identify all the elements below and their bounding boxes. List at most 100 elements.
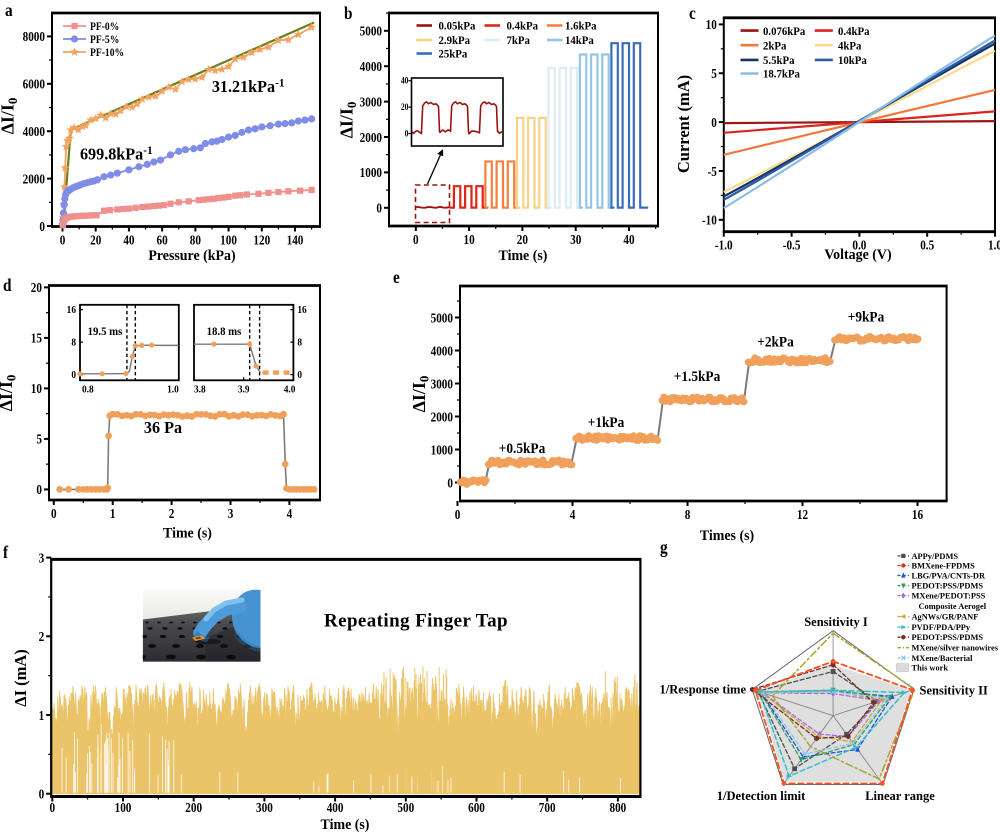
svg-text:3: 3 (39, 550, 45, 565)
svg-text:1.0: 1.0 (988, 238, 1000, 253)
svg-text:2000: 2000 (23, 171, 45, 186)
svg-text:20: 20 (401, 103, 409, 113)
svg-text:10: 10 (31, 381, 42, 396)
svg-text:2kPa: 2kPa (763, 40, 787, 53)
svg-text:Pressure (kPa): Pressure (kPa) (148, 248, 236, 265)
svg-text:120: 120 (253, 232, 270, 247)
svg-text:4: 4 (570, 507, 576, 522)
svg-text:2000: 2000 (431, 409, 453, 424)
svg-text:80: 80 (190, 232, 201, 247)
svg-text:PF-0%: PF-0% (90, 20, 119, 33)
svg-text:4000: 4000 (360, 59, 382, 74)
svg-text:0: 0 (405, 129, 409, 139)
svg-text:Sensitivity II: Sensitivity II (920, 684, 989, 698)
svg-text:10kPa: 10kPa (838, 55, 867, 68)
svg-text:40: 40 (401, 76, 409, 86)
svg-text:f: f (3, 542, 8, 562)
svg-text:700: 700 (539, 800, 556, 815)
svg-text:Time (s): Time (s) (163, 525, 212, 542)
svg-text:Repeating Finger Tap: Repeating Finger Tap (324, 611, 508, 632)
svg-text:PF-5%: PF-5% (90, 33, 119, 46)
svg-text:ΔI/I0: ΔI/I0 (0, 375, 19, 412)
svg-text:20: 20 (31, 280, 42, 295)
svg-text:Current (mA): Current (mA) (674, 75, 693, 173)
svg-text:AgNWs/GR/PANF: AgNWs/GR/PANF (912, 613, 979, 622)
svg-text:16: 16 (67, 304, 76, 316)
svg-text:b: b (344, 3, 353, 23)
svg-text:0.076kPa: 0.076kPa (763, 25, 806, 38)
svg-text:800: 800 (610, 800, 627, 815)
svg-text:7kPa: 7kPa (507, 35, 531, 48)
svg-text:5000: 5000 (360, 23, 382, 38)
svg-text:0.0: 0.0 (852, 238, 866, 253)
svg-text:1: 1 (39, 708, 45, 723)
svg-text:PEDOT:PSS/PDMS: PEDOT:PSS/PDMS (912, 582, 984, 591)
svg-text:-10: -10 (702, 212, 717, 227)
svg-text:10: 10 (464, 232, 475, 247)
svg-text:31.21kPa-1: 31.21kPa-1 (212, 76, 285, 96)
svg-text:2000: 2000 (360, 130, 382, 145)
svg-text:40: 40 (623, 232, 634, 247)
svg-text:a: a (5, 0, 13, 20)
svg-text:+0.5kPa: +0.5kPa (499, 442, 546, 458)
svg-text:8: 8 (71, 337, 76, 349)
svg-text:LBG/PVA/CNTs-DR: LBG/PVA/CNTs-DR (912, 572, 986, 581)
svg-text:699.8kPa-1: 699.8kPa-1 (80, 144, 153, 164)
svg-text:1/Detection limit: 1/Detection limit (717, 789, 806, 803)
svg-text:0: 0 (447, 475, 453, 490)
svg-text:140: 140 (287, 232, 304, 247)
svg-text:18.8 ms: 18.8 ms (207, 326, 242, 339)
svg-text:300: 300 (256, 800, 273, 815)
svg-text:2: 2 (169, 506, 175, 521)
svg-text:1.6kPa: 1.6kPa (565, 20, 597, 33)
svg-text:e: e (393, 267, 400, 287)
svg-text:14kPa: 14kPa (565, 35, 594, 48)
svg-text:Time (s): Time (s) (321, 817, 370, 834)
svg-text:Times (s): Times (s) (700, 528, 754, 545)
svg-text:6000: 6000 (23, 76, 45, 91)
svg-text:500: 500 (397, 800, 414, 815)
svg-text:MXene/silver nanowires: MXene/silver nanowires (912, 644, 999, 653)
svg-text:3.8: 3.8 (194, 384, 206, 396)
svg-text:0.5: 0.5 (920, 238, 934, 253)
svg-text:-0.5: -0.5 (783, 238, 801, 253)
svg-text:-1.0: -1.0 (715, 238, 733, 253)
svg-text:+1kPa: +1kPa (588, 416, 625, 432)
svg-text:+1.5kPa: +1.5kPa (674, 370, 721, 386)
svg-text:BMXene-FPDMS: BMXene-FPDMS (912, 562, 976, 571)
svg-text:20: 20 (90, 232, 101, 247)
svg-text:19.5 ms: 19.5 ms (88, 326, 123, 339)
svg-text:5: 5 (36, 432, 42, 447)
svg-text:8: 8 (685, 507, 691, 522)
svg-text:25kPa: 25kPa (438, 48, 467, 61)
svg-text:0: 0 (71, 369, 76, 381)
svg-text:1.0: 1.0 (167, 384, 179, 396)
svg-text:0.8: 0.8 (82, 384, 94, 396)
svg-text:40: 40 (123, 232, 134, 247)
svg-text:4.0: 4.0 (284, 384, 296, 396)
svg-text:0.05kPa: 0.05kPa (438, 20, 475, 33)
svg-text:36 Pa: 36 Pa (144, 418, 183, 437)
svg-text:0: 0 (39, 219, 45, 234)
svg-text:0: 0 (50, 800, 56, 815)
svg-text:0: 0 (51, 506, 57, 521)
svg-text:c: c (689, 3, 696, 23)
svg-text:d: d (3, 275, 12, 295)
svg-text:16: 16 (297, 304, 306, 316)
svg-text:4000: 4000 (23, 124, 45, 139)
svg-text:5.5kPa: 5.5kPa (763, 55, 795, 68)
svg-text:ΔI (mA): ΔI (mA) (11, 649, 30, 707)
svg-text:3000: 3000 (431, 376, 453, 391)
svg-text:0.4kPa: 0.4kPa (838, 25, 870, 38)
svg-text:2: 2 (39, 629, 45, 644)
svg-text:60: 60 (157, 232, 168, 247)
svg-text:10: 10 (706, 17, 717, 32)
svg-text:0: 0 (376, 200, 382, 215)
svg-text:15: 15 (31, 331, 42, 346)
svg-text:100: 100 (220, 232, 237, 247)
svg-text:-5: -5 (707, 164, 716, 179)
svg-text:1: 1 (110, 506, 116, 521)
svg-text:4000: 4000 (431, 343, 453, 358)
svg-text:5: 5 (711, 66, 717, 81)
svg-text:0.4kPa: 0.4kPa (507, 20, 539, 33)
